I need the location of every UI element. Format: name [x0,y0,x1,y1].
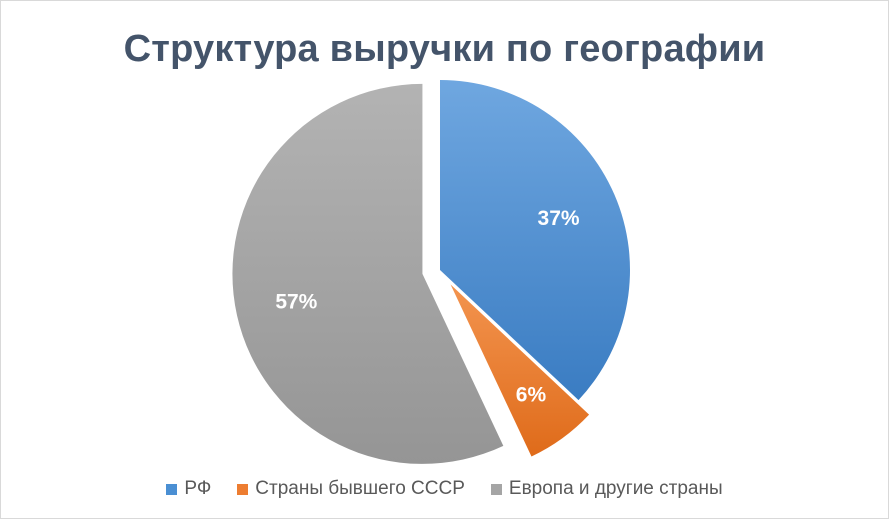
legend-swatch [237,483,249,495]
legend-label: Европа и другие страны [508,478,723,499]
legend-item-rf: РФ [166,478,211,500]
legend-swatch [490,483,502,495]
legend: РФ Страны бывшего СССР Европа и другие с… [0,478,889,500]
data-label-2: 57% [275,291,317,314]
chart-title: Структура выручки по географии [123,28,766,70]
pie-slice-2 [232,83,504,464]
data-label-0: 37% [538,207,580,230]
data-label-1: 6% [516,384,547,407]
legend-item-cis: Страны бывшего СССР [237,478,465,500]
pie-slice-0 [440,80,630,401]
legend-item-europe-other: Европа и другие страны [490,478,723,500]
pie-slice-1 [450,284,590,457]
legend-swatch [166,483,178,495]
legend-label: Страны бывшего СССР [255,478,465,499]
legend-label: РФ [184,478,212,499]
